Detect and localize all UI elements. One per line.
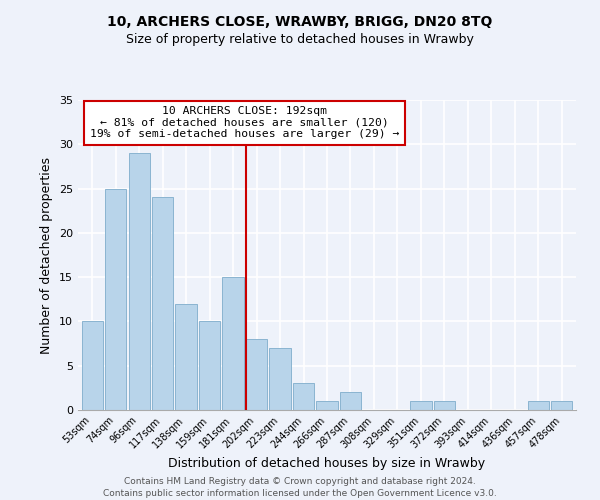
Bar <box>128 153 149 410</box>
Bar <box>434 401 455 410</box>
Bar <box>246 339 267 410</box>
Text: Contains public sector information licensed under the Open Government Licence v3: Contains public sector information licen… <box>103 489 497 498</box>
Text: 10 ARCHERS CLOSE: 192sqm
← 81% of detached houses are smaller (120)
19% of semi-: 10 ARCHERS CLOSE: 192sqm ← 81% of detach… <box>90 106 400 140</box>
Bar <box>105 188 126 410</box>
Bar <box>223 277 244 410</box>
Bar <box>340 392 361 410</box>
Text: 10, ARCHERS CLOSE, WRAWBY, BRIGG, DN20 8TQ: 10, ARCHERS CLOSE, WRAWBY, BRIGG, DN20 8… <box>107 15 493 29</box>
Bar <box>410 401 431 410</box>
X-axis label: Distribution of detached houses by size in Wrawby: Distribution of detached houses by size … <box>169 456 485 469</box>
Bar <box>316 401 338 410</box>
Bar <box>551 401 572 410</box>
Y-axis label: Number of detached properties: Number of detached properties <box>40 156 53 354</box>
Text: Contains HM Land Registry data © Crown copyright and database right 2024.: Contains HM Land Registry data © Crown c… <box>124 478 476 486</box>
Bar <box>152 198 173 410</box>
Bar <box>293 384 314 410</box>
Text: Size of property relative to detached houses in Wrawby: Size of property relative to detached ho… <box>126 32 474 46</box>
Bar <box>82 322 103 410</box>
Bar <box>199 322 220 410</box>
Bar <box>269 348 290 410</box>
Bar <box>528 401 549 410</box>
Bar <box>175 304 197 410</box>
